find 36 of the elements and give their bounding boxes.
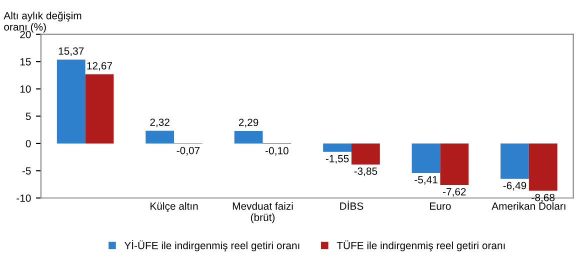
bar [412, 143, 440, 173]
bar [500, 143, 529, 179]
data-label: 12,67 [87, 62, 112, 71]
data-label: 15,37 [58, 47, 84, 56]
bar [85, 74, 114, 144]
y-tick-label: -10 [16, 194, 31, 202]
bar [56, 60, 86, 144]
bar [323, 143, 352, 152]
legend-label: TÜFE ile indirgenmiş reel getiri oranı [336, 240, 505, 252]
data-label: -8,68 [532, 194, 555, 202]
y-tick-label: 0 [26, 140, 31, 148]
x-tick-label: DİBS [340, 200, 364, 210]
data-label: -6,49 [503, 182, 526, 191]
bar [234, 130, 263, 144]
y-tick-label: 5 [26, 112, 31, 120]
x-tick-label: Külçe altın [150, 202, 198, 212]
y-tick-label: 10 [20, 85, 31, 93]
bar [351, 143, 380, 164]
data-label: 2,32 [150, 118, 170, 128]
bar [440, 143, 469, 186]
data-label: -3,85 [354, 168, 378, 176]
y-tick-label: 20 [20, 30, 31, 38]
data-label: -7,62 [443, 188, 466, 197]
data-label: -5,41 [414, 176, 438, 185]
y-tick-label: -5 [22, 167, 31, 175]
y-tick-label: 15 [20, 58, 31, 66]
bar [528, 143, 558, 191]
x-tick-label: Euro [430, 202, 451, 210]
bar [146, 130, 174, 144]
data-label: -1,55 [326, 155, 349, 164]
data-label: 2,29 [238, 118, 258, 128]
x-tick-label: Amerikan Doları [492, 202, 566, 210]
data-label: -0,10 [266, 147, 288, 156]
x-tick-label: Mevduat faizi (brüt) [232, 202, 293, 224]
legend-label: Yİ-ÜFE ile indirgenmiş reel getiri oranı [124, 240, 300, 252]
data-label: -0,07 [176, 146, 200, 156]
